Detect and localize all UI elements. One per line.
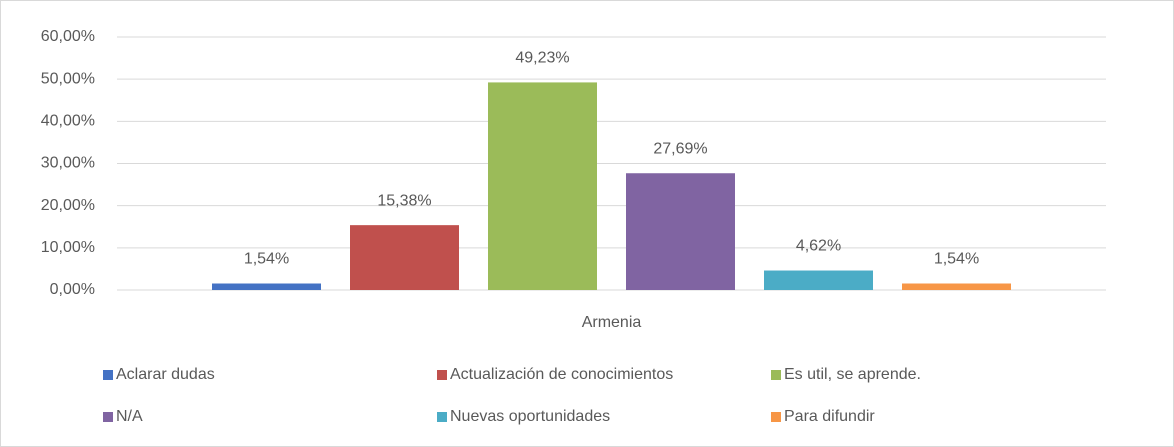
- value-label: 49,23%: [515, 50, 569, 67]
- value-label: 15,38%: [377, 192, 431, 209]
- bar: [902, 283, 1011, 290]
- x-tick-label: Armenia: [582, 314, 642, 331]
- y-tick-label: 60,00%: [41, 28, 95, 45]
- bar: [764, 270, 873, 290]
- legend-label: Para difundir: [784, 408, 875, 425]
- bar: [626, 173, 735, 290]
- legend-swatch: [771, 412, 781, 422]
- legend-swatch: [771, 370, 781, 380]
- value-label: 1,54%: [934, 251, 979, 268]
- legend-swatch: [103, 412, 113, 422]
- bar: [212, 283, 321, 290]
- y-tick-label: 10,00%: [41, 239, 95, 256]
- legend-label: N/A: [116, 408, 143, 425]
- y-tick-label: 40,00%: [41, 113, 95, 130]
- legend-label: Aclarar dudas: [116, 366, 215, 383]
- y-tick-label: 30,00%: [41, 155, 95, 172]
- value-label: 1,54%: [244, 251, 289, 268]
- legend-swatch: [103, 370, 113, 380]
- value-label: 4,62%: [796, 238, 841, 255]
- legend-label: Actualización de conocimientos: [450, 366, 673, 383]
- value-label: 27,69%: [653, 140, 707, 157]
- legend-swatch: [437, 412, 447, 422]
- bar: [488, 82, 597, 290]
- legend-label: Nuevas oportunidades: [450, 408, 610, 425]
- y-tick-label: 20,00%: [41, 197, 95, 214]
- y-tick-label: 0,00%: [50, 281, 95, 298]
- legend-label: Es util, se aprende.: [784, 366, 921, 383]
- legend-swatch: [437, 370, 447, 380]
- bar: [350, 225, 459, 290]
- y-tick-label: 50,00%: [41, 70, 95, 87]
